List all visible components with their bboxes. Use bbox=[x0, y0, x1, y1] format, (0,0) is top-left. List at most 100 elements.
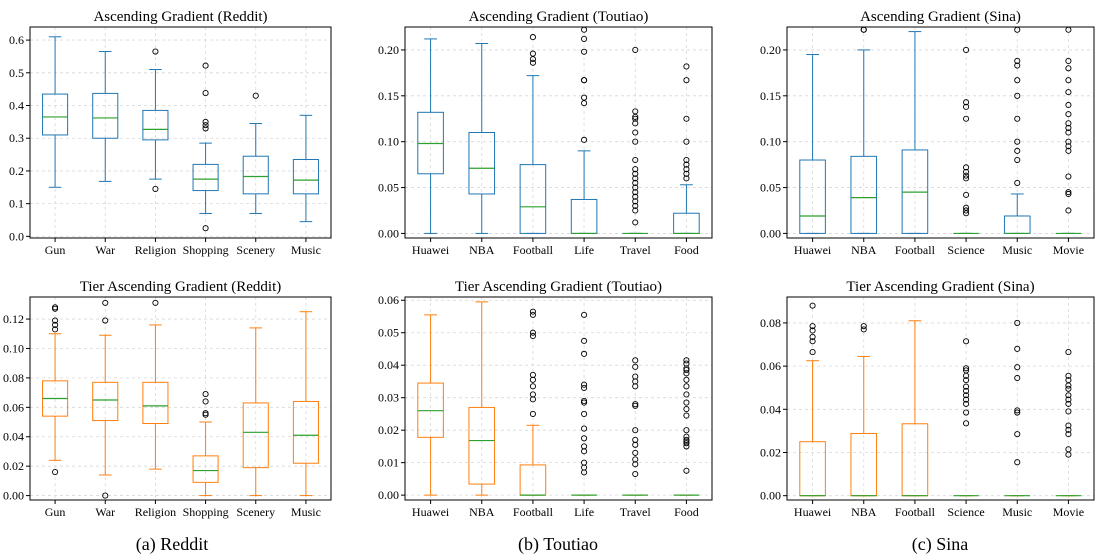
x-tick-label: Religion bbox=[135, 243, 176, 257]
caption-toutiao: (b) Toutiao bbox=[518, 534, 598, 555]
y-tick-label: 0.02 bbox=[3, 459, 24, 473]
outlier-point bbox=[1065, 385, 1072, 392]
box-gun bbox=[42, 36, 69, 188]
outlier-point bbox=[632, 129, 639, 136]
box-iqr bbox=[192, 455, 219, 483]
outlier-point bbox=[1014, 179, 1021, 187]
axes-frame bbox=[404, 26, 713, 239]
outlier-point bbox=[1065, 101, 1072, 109]
outlier-point bbox=[683, 166, 690, 173]
box-iqr bbox=[799, 159, 826, 234]
outlier-point bbox=[683, 156, 690, 164]
box-iqr bbox=[673, 212, 700, 234]
y-tick-label: 0.20 bbox=[760, 43, 781, 57]
outlier-point bbox=[632, 120, 639, 127]
outlier-point bbox=[1014, 156, 1021, 164]
x-tick-label: Science bbox=[947, 243, 984, 257]
outlier-point bbox=[529, 329, 536, 336]
x-tick-label: Travel bbox=[620, 505, 652, 519]
box-nba bbox=[850, 26, 878, 234]
box-religion bbox=[142, 48, 169, 192]
box-football bbox=[519, 308, 547, 496]
outlier-point bbox=[632, 401, 639, 408]
x-tick-label: War bbox=[95, 505, 115, 519]
x-tick-label: Music bbox=[291, 505, 321, 519]
outlier-point bbox=[632, 179, 639, 187]
outlier-point bbox=[1065, 426, 1072, 433]
outlier-point bbox=[632, 402, 639, 409]
box-iqr bbox=[570, 198, 598, 234]
outlier-point bbox=[1014, 459, 1021, 466]
box-nba bbox=[850, 323, 878, 497]
axes-frame bbox=[29, 26, 332, 239]
axes-frame bbox=[786, 296, 1095, 501]
y-tick-label: 0.05 bbox=[760, 181, 781, 195]
y-tick-label: 0.00 bbox=[3, 489, 24, 503]
chart-panel: 0.00 0.02 0.04 0.06 0.08 Huawei NBA Football Sci… bbox=[760, 279, 1095, 519]
outlier-point bbox=[152, 299, 159, 306]
outlier-point bbox=[683, 367, 690, 374]
x-tick-label: Movie bbox=[1053, 505, 1084, 519]
outlier-point bbox=[860, 326, 867, 333]
chart-panel: 0.00 0.05 0.10 0.15 0.20 Huawei NBA Football Lif… bbox=[378, 9, 713, 257]
outlier-point bbox=[683, 170, 690, 177]
box-football bbox=[901, 31, 929, 234]
x-tick-label: Movie bbox=[1053, 243, 1084, 257]
chart-panel: 0.0 0.1 0.2 0.3 0.4 0.5 0.6 Gun War Religion Shopp… bbox=[9, 9, 332, 257]
outlier-point bbox=[1065, 138, 1072, 145]
box-gun bbox=[42, 304, 69, 476]
outlier-point bbox=[1065, 431, 1072, 438]
outlier-point bbox=[581, 399, 588, 406]
box-music bbox=[1004, 319, 1031, 497]
outlier-point bbox=[683, 406, 690, 413]
outlier-point bbox=[1014, 374, 1021, 382]
outlier-point bbox=[683, 443, 690, 450]
outlier-point bbox=[683, 161, 690, 168]
outlier-point bbox=[52, 321, 59, 328]
outlier-point bbox=[632, 166, 639, 173]
outlier-point bbox=[963, 172, 970, 179]
outlier-point bbox=[809, 338, 816, 345]
box-food bbox=[673, 63, 700, 235]
outlier-point bbox=[963, 383, 970, 390]
outlier-point bbox=[683, 391, 690, 398]
box-life bbox=[571, 311, 597, 496]
outlier-point bbox=[683, 467, 690, 474]
outlier-point bbox=[1065, 120, 1072, 127]
outlier-point bbox=[1014, 115, 1021, 122]
outlier-point bbox=[1065, 422, 1072, 429]
outlier-point bbox=[963, 164, 970, 171]
box-huawei bbox=[417, 38, 444, 234]
outlier-point bbox=[581, 100, 588, 107]
y-tick-label: 0.05 bbox=[378, 326, 399, 340]
outlier-point bbox=[963, 396, 970, 403]
box-iqr bbox=[292, 400, 319, 464]
outlier-point bbox=[529, 332, 536, 340]
outlier-point bbox=[581, 448, 588, 455]
x-tick-label: NBA bbox=[469, 505, 495, 519]
y-tick-label: 0.10 bbox=[378, 135, 399, 149]
y-tick-label: 0.3 bbox=[9, 131, 24, 145]
outlier-point bbox=[202, 391, 209, 398]
outlier-point bbox=[683, 399, 690, 406]
box-war bbox=[92, 51, 119, 182]
y-tick-label: 0.04 bbox=[3, 430, 24, 444]
outlier-point bbox=[581, 35, 588, 42]
outlier-point bbox=[102, 492, 109, 499]
x-tick-label: Religion bbox=[135, 505, 176, 519]
outlier-point bbox=[529, 383, 536, 390]
y-tick-label: 0.10 bbox=[760, 135, 781, 149]
outlier-point bbox=[632, 156, 639, 164]
y-tick-label: 0.6 bbox=[9, 33, 24, 47]
box-iqr bbox=[242, 402, 269, 469]
y-tick-label: 0.0 bbox=[9, 229, 24, 243]
x-tick-label: Food bbox=[674, 243, 699, 257]
axes-frame bbox=[404, 296, 713, 501]
box-food bbox=[673, 357, 700, 496]
outlier-point bbox=[1014, 431, 1021, 438]
outlier-point bbox=[1014, 147, 1021, 154]
outlier-point bbox=[152, 48, 159, 55]
box-iqr bbox=[850, 155, 878, 234]
outlier-point bbox=[632, 461, 639, 468]
